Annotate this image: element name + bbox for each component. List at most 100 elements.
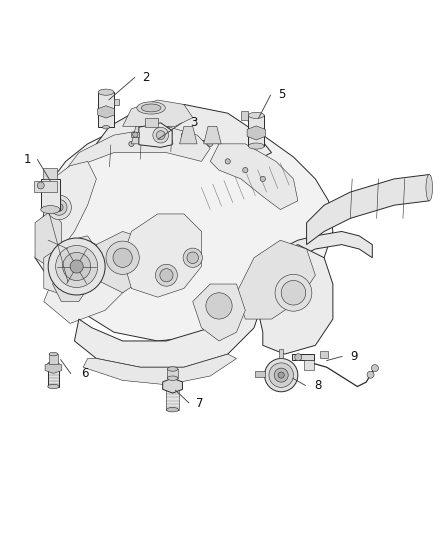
Polygon shape [280, 231, 372, 266]
Circle shape [51, 199, 67, 215]
Text: 2: 2 [142, 71, 150, 84]
Polygon shape [155, 126, 173, 144]
Polygon shape [98, 106, 114, 118]
Polygon shape [114, 99, 119, 106]
Polygon shape [166, 386, 179, 410]
Text: 5: 5 [278, 88, 286, 101]
Ellipse shape [49, 352, 58, 356]
Ellipse shape [41, 206, 60, 214]
Ellipse shape [248, 143, 264, 149]
Polygon shape [204, 126, 221, 144]
Polygon shape [247, 126, 265, 140]
Polygon shape [254, 245, 333, 354]
Text: 9: 9 [350, 350, 358, 363]
Ellipse shape [48, 384, 59, 389]
Text: 3: 3 [191, 116, 198, 130]
Circle shape [47, 195, 71, 220]
Polygon shape [139, 123, 172, 147]
Polygon shape [210, 144, 298, 209]
Ellipse shape [166, 408, 179, 412]
Polygon shape [131, 126, 149, 144]
Circle shape [156, 131, 165, 140]
Circle shape [265, 359, 298, 392]
Polygon shape [96, 104, 272, 161]
Circle shape [183, 248, 202, 268]
Polygon shape [41, 179, 60, 209]
Circle shape [55, 204, 63, 211]
Circle shape [206, 293, 232, 319]
Polygon shape [83, 354, 237, 385]
Polygon shape [145, 118, 158, 127]
Polygon shape [180, 126, 197, 144]
Circle shape [155, 264, 177, 286]
Ellipse shape [137, 102, 166, 114]
Circle shape [367, 371, 374, 378]
Polygon shape [34, 181, 57, 192]
Circle shape [260, 176, 265, 182]
Polygon shape [123, 100, 193, 126]
Text: 1: 1 [24, 152, 32, 166]
Polygon shape [53, 240, 105, 302]
Ellipse shape [141, 104, 161, 112]
Circle shape [37, 182, 44, 189]
Circle shape [129, 141, 134, 147]
Circle shape [371, 365, 378, 372]
Polygon shape [307, 174, 429, 245]
Circle shape [269, 363, 293, 387]
Circle shape [106, 241, 139, 274]
Polygon shape [44, 249, 140, 324]
Polygon shape [304, 360, 314, 370]
Polygon shape [320, 351, 328, 359]
Circle shape [153, 127, 169, 143]
Polygon shape [44, 161, 96, 249]
Polygon shape [44, 236, 96, 297]
Polygon shape [45, 362, 62, 374]
Polygon shape [255, 371, 265, 377]
Polygon shape [241, 111, 248, 120]
Circle shape [70, 260, 83, 273]
Polygon shape [74, 302, 263, 367]
Polygon shape [66, 126, 210, 170]
Polygon shape [123, 214, 201, 297]
Text: 7: 7 [196, 397, 204, 410]
Polygon shape [193, 284, 245, 341]
Polygon shape [98, 92, 114, 127]
Text: 8: 8 [314, 379, 322, 392]
Polygon shape [48, 364, 59, 386]
Polygon shape [131, 132, 139, 138]
Circle shape [225, 159, 230, 164]
Ellipse shape [167, 367, 178, 371]
Polygon shape [167, 369, 178, 378]
Circle shape [295, 354, 302, 361]
Polygon shape [162, 378, 183, 393]
Circle shape [274, 368, 288, 382]
Polygon shape [292, 354, 314, 360]
Ellipse shape [98, 89, 114, 95]
Circle shape [275, 274, 312, 311]
Polygon shape [248, 115, 264, 146]
Circle shape [113, 248, 132, 268]
Circle shape [208, 141, 213, 147]
Polygon shape [35, 209, 61, 266]
Circle shape [56, 246, 98, 287]
Ellipse shape [248, 112, 264, 118]
Ellipse shape [102, 125, 110, 129]
Polygon shape [237, 240, 315, 319]
Polygon shape [35, 113, 333, 341]
Circle shape [278, 372, 284, 378]
Polygon shape [96, 231, 149, 293]
Ellipse shape [48, 361, 59, 366]
Ellipse shape [167, 376, 178, 381]
Text: 6: 6 [81, 367, 88, 381]
Polygon shape [279, 349, 283, 359]
Circle shape [63, 253, 91, 280]
Circle shape [281, 280, 306, 305]
Polygon shape [49, 354, 58, 364]
Circle shape [48, 238, 105, 295]
Polygon shape [43, 168, 57, 179]
Circle shape [181, 133, 187, 138]
Circle shape [133, 132, 138, 138]
Circle shape [243, 167, 248, 173]
Circle shape [155, 133, 160, 138]
Ellipse shape [426, 174, 433, 201]
